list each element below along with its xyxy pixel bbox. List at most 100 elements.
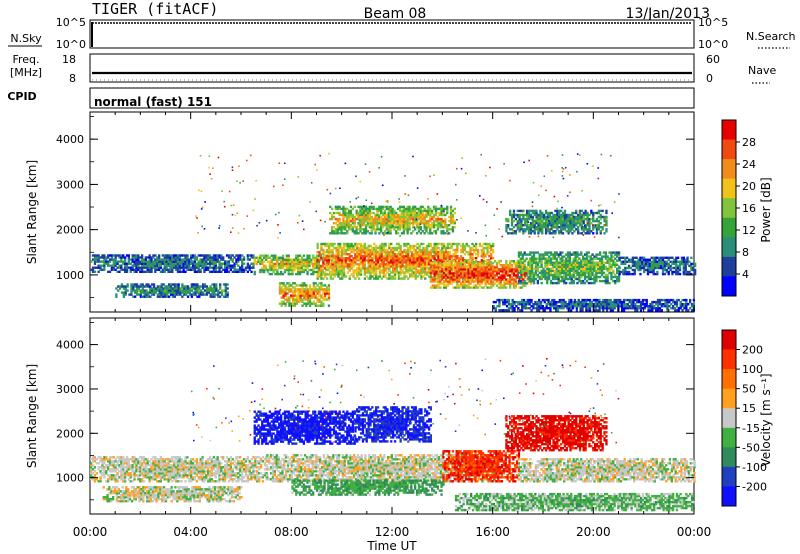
data-cell <box>467 286 470 289</box>
data-cell <box>484 274 487 277</box>
data-cell <box>421 219 424 223</box>
data-cell <box>519 251 522 254</box>
data-cell <box>480 250 483 254</box>
data-cell <box>142 264 146 267</box>
data-cell <box>416 263 419 266</box>
data-cell <box>597 215 600 219</box>
data-cell <box>137 264 140 267</box>
data-cell <box>361 248 365 252</box>
data-cell <box>433 242 436 246</box>
data-cell <box>342 271 346 274</box>
data-cell <box>446 257 449 260</box>
data-cell <box>186 258 189 261</box>
data-cell <box>559 259 562 262</box>
data-cell <box>385 222 388 225</box>
data-cell <box>589 273 592 277</box>
data-cell <box>188 260 191 263</box>
data-cell <box>426 244 429 248</box>
data-cell <box>574 259 577 262</box>
data-cell <box>476 266 480 269</box>
data-cell <box>499 260 502 263</box>
data-cell <box>610 255 613 258</box>
data-cell <box>110 266 114 269</box>
data-cell <box>403 267 406 270</box>
data-cell <box>372 222 375 225</box>
data-cell <box>320 302 323 305</box>
data-cell <box>561 279 564 283</box>
data-cell <box>191 266 195 269</box>
data-cell <box>531 251 534 254</box>
data-cell <box>150 270 153 273</box>
data-cell <box>259 262 262 266</box>
data-cell <box>124 293 127 296</box>
data-cell <box>516 228 519 231</box>
data-cell <box>490 266 493 269</box>
data-cell <box>565 230 568 233</box>
data-cell <box>375 267 378 270</box>
data-cell <box>535 211 538 215</box>
data-cell <box>578 279 581 283</box>
data-cell <box>378 275 382 278</box>
data-cell <box>93 260 97 263</box>
data-cell <box>595 211 599 215</box>
data-cell <box>521 255 524 258</box>
data-cell <box>597 265 600 268</box>
data-cell <box>424 255 427 258</box>
data-cell <box>401 277 404 280</box>
data-cell <box>443 257 446 260</box>
data-cell <box>164 293 167 296</box>
data-cell <box>467 244 470 248</box>
data-cell <box>327 253 331 256</box>
data-cell <box>507 219 510 223</box>
data-cell <box>341 248 344 252</box>
data-cell <box>441 282 444 285</box>
data-cell <box>395 255 399 258</box>
data-cell <box>364 230 368 233</box>
data-cell <box>342 228 345 231</box>
data-cell <box>517 281 521 285</box>
data-cell <box>554 219 557 223</box>
data-cell <box>448 274 451 277</box>
data-cell <box>173 264 176 267</box>
data-cell <box>361 219 364 223</box>
data-cell <box>521 269 524 273</box>
data-cell <box>324 257 327 260</box>
data-cell <box>439 250 442 254</box>
data-cell <box>403 250 406 254</box>
data-cell <box>556 224 559 227</box>
data-cell <box>259 260 262 263</box>
data-cell <box>446 224 449 227</box>
data-cell <box>433 257 436 260</box>
data-cell <box>382 267 385 270</box>
data-cell <box>522 228 525 231</box>
data-cell <box>191 262 195 265</box>
data-cell <box>571 222 574 225</box>
data-cell <box>288 286 291 289</box>
data-cell <box>389 213 392 217</box>
data-cell <box>341 273 344 276</box>
data-cell <box>560 219 563 223</box>
data-cell <box>337 246 340 250</box>
data-cell <box>209 295 212 298</box>
data-cell <box>205 256 208 259</box>
data-cell <box>380 242 383 246</box>
data-cell <box>461 250 465 254</box>
data-cell <box>456 242 459 246</box>
data-cell <box>544 261 547 264</box>
data-cell <box>482 260 485 263</box>
data-cell <box>415 215 419 219</box>
data-cell <box>469 274 472 277</box>
data-cell <box>137 287 141 290</box>
data-cell <box>208 260 212 263</box>
data-cell <box>325 255 329 258</box>
data-cell <box>178 254 181 257</box>
data-cell <box>459 260 463 263</box>
data-cell <box>203 260 206 263</box>
data-cell <box>213 289 216 292</box>
data-cell <box>171 268 174 271</box>
data-cell <box>473 280 476 283</box>
data-cell <box>437 253 440 256</box>
data-cell <box>465 250 468 254</box>
data-cell <box>548 251 551 254</box>
data-cell <box>173 262 176 265</box>
